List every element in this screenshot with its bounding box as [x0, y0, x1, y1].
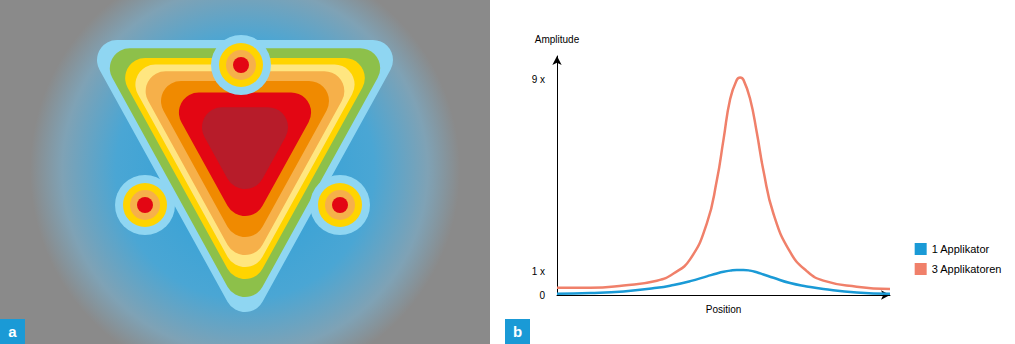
svg-text:1 Applikator: 1 Applikator: [932, 243, 990, 255]
svg-text:3 Applikatoren: 3 Applikatoren: [932, 263, 1002, 275]
html-text:a: a: [8, 323, 17, 340]
svg-text:1 x: 1 x: [532, 266, 545, 277]
svg-text:0: 0: [539, 290, 545, 301]
svg-text:Amplitude: Amplitude: [535, 34, 580, 45]
svg-text:Position: Position: [706, 304, 742, 315]
svg-text:9 x: 9 x: [532, 74, 545, 85]
html-text:b: b: [512, 323, 523, 340]
